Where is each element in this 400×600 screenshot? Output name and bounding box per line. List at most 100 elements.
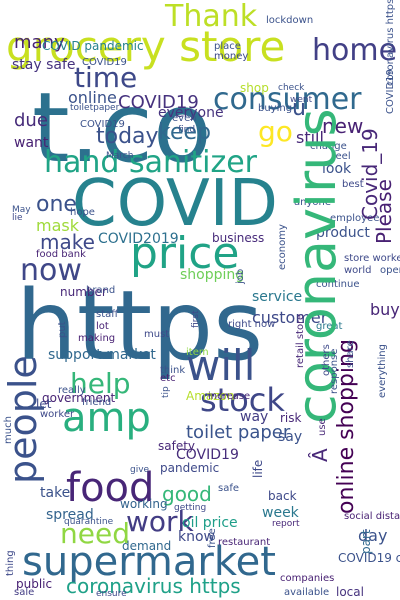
word-anyone: anyone bbox=[294, 197, 331, 208]
word-food: food bbox=[66, 465, 155, 511]
word-price: price bbox=[130, 228, 240, 279]
word-report: restaurant bbox=[218, 537, 271, 548]
word-say: say bbox=[278, 429, 303, 445]
word-please-vertical: Please bbox=[372, 179, 396, 244]
word-continue: March bbox=[106, 151, 134, 161]
word-economy: lie bbox=[12, 213, 23, 223]
word-safe-vertical: economy bbox=[277, 224, 288, 270]
word-place: place bbox=[214, 41, 241, 52]
word-covid19-d: COVID19 bbox=[80, 119, 125, 130]
word-others: brand bbox=[86, 285, 116, 296]
word-retail: local bbox=[336, 585, 364, 599]
word-time: time bbox=[74, 61, 138, 94]
word-item: safe bbox=[218, 483, 240, 494]
word-local: COVID19 coronavirus bbox=[338, 551, 400, 565]
word-covid19-c: COVID19 bbox=[82, 57, 127, 68]
word-went: went bbox=[290, 95, 313, 105]
word-good: good bbox=[162, 482, 212, 506]
word-companies: report bbox=[272, 519, 300, 529]
word-work: work bbox=[126, 505, 194, 538]
word-oil-price-vertical: retail store bbox=[295, 313, 306, 368]
word-covid19-b: COVID19 bbox=[176, 447, 239, 463]
word-public: sale bbox=[14, 587, 35, 598]
word-a-vertical: Â bbox=[308, 448, 332, 462]
word-restaurant: quarantine bbox=[64, 517, 114, 527]
word-job-vertical: job bbox=[235, 268, 246, 284]
word-share-vertical: share bbox=[345, 340, 356, 368]
word-state-vertical: first bbox=[191, 310, 201, 328]
word-shopping: shopping bbox=[180, 267, 245, 283]
word-making: making bbox=[78, 333, 116, 344]
word-hand-sanitizer: hand sanitizer bbox=[44, 145, 257, 180]
word-lockdown: lockdown bbox=[266, 15, 314, 26]
word-pandemic: pandemic bbox=[160, 461, 220, 475]
word-tip: right now bbox=[228, 319, 276, 330]
word-mask: mask bbox=[36, 216, 79, 235]
word-feel: feel bbox=[332, 151, 351, 162]
word-due: keep bbox=[158, 120, 211, 145]
word-well: back bbox=[268, 489, 297, 503]
word-free: oil price bbox=[182, 515, 238, 531]
word-service: continue bbox=[316, 279, 360, 290]
word-love: item bbox=[186, 347, 209, 358]
word-covid: COVID bbox=[72, 167, 278, 241]
word-product: product bbox=[316, 225, 370, 241]
word-coronavirus-https: coronavirus https bbox=[66, 574, 241, 598]
word-think-vertical: life bbox=[251, 459, 265, 478]
word-put: open bbox=[380, 265, 400, 276]
word-hour: really bbox=[58, 385, 86, 396]
word-worker: Amazon bbox=[186, 389, 235, 403]
word-store-worker: employee bbox=[330, 213, 380, 224]
word-right-now: risk bbox=[280, 411, 302, 425]
word-employee: store worker bbox=[344, 253, 400, 264]
word-stock: stock bbox=[200, 381, 285, 419]
word-everything-vertical: everything bbox=[377, 344, 388, 398]
word-change: change bbox=[310, 141, 347, 152]
word-best: best bbox=[342, 179, 364, 190]
word-thing: public bbox=[16, 577, 53, 591]
word-lot: lot bbox=[96, 321, 109, 332]
word-support-market: support market bbox=[48, 347, 156, 363]
word-customer: customer bbox=[252, 308, 328, 327]
word-u: go bbox=[258, 115, 293, 148]
word-let: increase bbox=[208, 391, 251, 402]
word-find: stay safe bbox=[12, 57, 76, 73]
word-covid-pandemic: COVID pandemic bbox=[42, 39, 144, 53]
word-response: friend bbox=[82, 397, 112, 408]
word-demand: demand bbox=[122, 539, 172, 553]
word-will: will bbox=[186, 341, 256, 390]
word-help: help bbox=[70, 367, 131, 400]
word-covid19-a: COVID19 bbox=[118, 92, 199, 113]
word-really: etc bbox=[160, 373, 176, 384]
word-important: give bbox=[130, 465, 150, 475]
word-one: need bbox=[60, 517, 130, 550]
word-shop: shop bbox=[240, 81, 269, 95]
word-coronavirus-pandemic-vertical: use bbox=[317, 418, 328, 436]
word-staff: staff bbox=[96, 309, 119, 320]
word-business: business bbox=[212, 231, 265, 245]
word-coronavirus-mid: safety bbox=[158, 439, 196, 453]
word-must: must bbox=[144, 329, 170, 340]
word-use: let bbox=[36, 397, 52, 411]
word-supermarket: supermarket bbox=[22, 539, 276, 585]
word-make: make bbox=[40, 230, 95, 254]
word-great: service bbox=[252, 289, 303, 305]
word-coronavirus-https-vertical: coronavirus https bbox=[385, 0, 396, 86]
word-consumer: consumer bbox=[213, 82, 362, 117]
word-friend: think bbox=[160, 365, 186, 376]
word-available: companies bbox=[280, 573, 335, 584]
word-day: day bbox=[358, 526, 388, 545]
word-quarantine-vertical: free bbox=[207, 528, 218, 548]
word-toilet-paper: toilet paper bbox=[186, 422, 291, 443]
word-everyone: everyone bbox=[158, 105, 224, 121]
word-increase-vertical: others bbox=[321, 344, 332, 376]
word-thank: Thank bbox=[165, 0, 258, 34]
word-now: now bbox=[20, 253, 82, 288]
word-https: https bbox=[16, 270, 264, 382]
word-still: still bbox=[296, 128, 324, 147]
word-way: way bbox=[240, 409, 269, 425]
word-buy: buy bbox=[370, 300, 400, 319]
word-life-vertical: put bbox=[57, 321, 68, 338]
word-week: week bbox=[262, 505, 299, 521]
